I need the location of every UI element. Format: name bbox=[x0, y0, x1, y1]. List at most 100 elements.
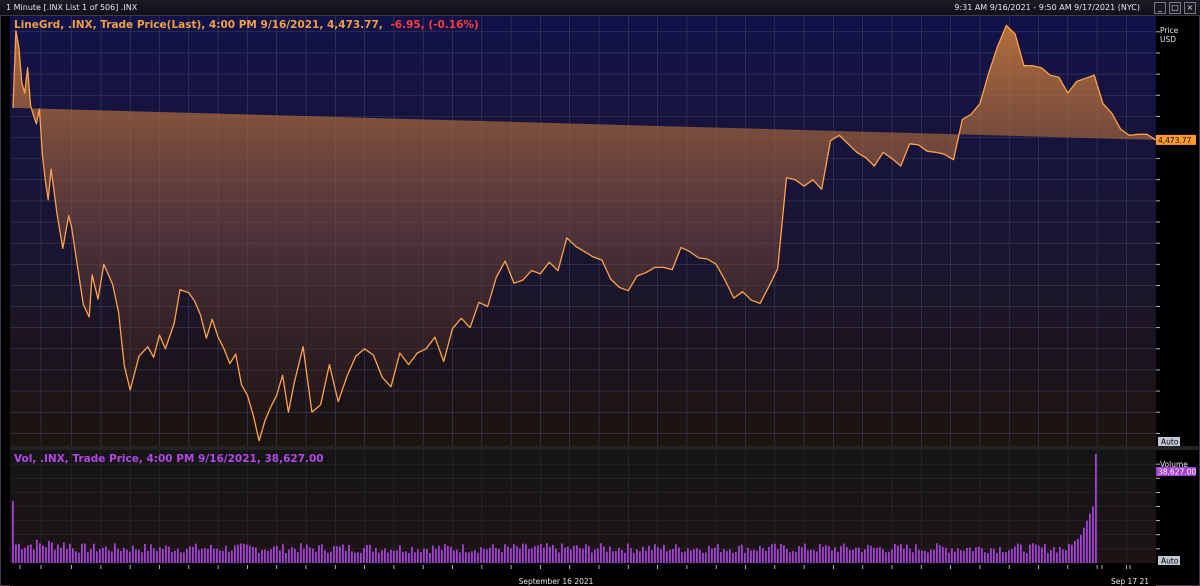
volume-bar bbox=[381, 550, 383, 563]
volume-bar bbox=[372, 551, 374, 563]
volume-bar bbox=[411, 546, 413, 563]
volume-bar bbox=[600, 543, 602, 563]
volume-bar bbox=[1032, 543, 1034, 563]
volume-bar bbox=[111, 551, 113, 563]
volume-bar bbox=[117, 548, 119, 563]
volume-bar bbox=[186, 549, 188, 563]
close-button[interactable]: × bbox=[1184, 2, 1196, 14]
volume-bar bbox=[258, 552, 260, 563]
volume-bar bbox=[615, 551, 617, 563]
restore-button[interactable]: □ bbox=[1169, 2, 1181, 14]
volume-bar bbox=[618, 547, 620, 563]
volume-bar bbox=[984, 552, 986, 563]
volume-axis-title: Volume bbox=[1160, 460, 1188, 469]
volume-bar bbox=[150, 544, 152, 563]
volume-bar bbox=[84, 543, 86, 563]
volume-bar bbox=[234, 545, 236, 563]
volume-bar bbox=[1005, 552, 1007, 563]
volume-bar bbox=[633, 552, 635, 563]
volume-bar bbox=[426, 549, 428, 563]
volume-bar bbox=[504, 544, 506, 563]
last-price-label: 4,473.77 bbox=[1158, 136, 1192, 145]
volume-bar bbox=[894, 544, 896, 563]
volume-bar bbox=[969, 547, 971, 563]
volume-bar bbox=[735, 551, 737, 563]
volume-bar bbox=[45, 547, 47, 563]
volume-auto-button[interactable] bbox=[1158, 556, 1180, 565]
volume-bar bbox=[336, 546, 338, 563]
volume-bar bbox=[324, 550, 326, 563]
volume-bar bbox=[855, 547, 857, 563]
volume-bar bbox=[1071, 544, 1073, 563]
volume-bar bbox=[180, 552, 182, 563]
volume-bar bbox=[582, 548, 584, 563]
volume-bar bbox=[699, 549, 701, 563]
volume-bar bbox=[225, 545, 227, 563]
volume-bar bbox=[807, 550, 809, 563]
volume-bar bbox=[198, 549, 200, 563]
volume-bar bbox=[123, 547, 125, 563]
price-area-fill bbox=[13, 25, 1156, 441]
volume-bar bbox=[93, 543, 95, 563]
volume-bar bbox=[156, 550, 158, 563]
volume-bar bbox=[339, 546, 341, 563]
volume-bar bbox=[252, 546, 254, 563]
volume-bar bbox=[708, 545, 710, 563]
volume-bar bbox=[1089, 513, 1091, 563]
volume-bar bbox=[534, 546, 536, 563]
volume-bar bbox=[756, 550, 758, 563]
volume-bar bbox=[315, 551, 317, 563]
volume-bar bbox=[594, 549, 596, 563]
volume-bar bbox=[918, 549, 920, 563]
volume-bar bbox=[1062, 549, 1064, 563]
price-auto-button[interactable] bbox=[1158, 437, 1180, 446]
volume-bar bbox=[420, 552, 422, 563]
volume-bar bbox=[369, 544, 371, 563]
volume-bar bbox=[846, 547, 848, 563]
volume-bar bbox=[558, 552, 560, 563]
volume-bar bbox=[996, 553, 998, 563]
volume-bar bbox=[33, 549, 35, 563]
volume-bar bbox=[837, 551, 839, 563]
volume-bar bbox=[216, 548, 218, 563]
volume-bar bbox=[414, 552, 416, 563]
volume-bar bbox=[432, 545, 434, 563]
volume-bar bbox=[363, 547, 365, 563]
volume-bar bbox=[192, 546, 194, 563]
volume-bar bbox=[780, 543, 782, 563]
volume-auto-label: Auto bbox=[1161, 557, 1179, 566]
volume-bar bbox=[348, 544, 350, 563]
time-axis-ticks bbox=[19, 565, 1131, 569]
volume-bar bbox=[174, 550, 176, 563]
volume-bar bbox=[1053, 547, 1055, 563]
volume-bar bbox=[135, 549, 137, 563]
volume-bar bbox=[30, 544, 32, 563]
volume-bar bbox=[297, 552, 299, 563]
volume-bar bbox=[810, 549, 812, 563]
volume-bar bbox=[888, 551, 890, 563]
volume-bar bbox=[396, 550, 398, 563]
volume-bar bbox=[651, 550, 653, 563]
volume-bar bbox=[219, 550, 221, 563]
volume-bar bbox=[876, 547, 878, 563]
volume-bar bbox=[1014, 546, 1016, 563]
volume-bar bbox=[1056, 552, 1058, 563]
volume-bar bbox=[495, 547, 497, 563]
volume-bar bbox=[330, 551, 332, 563]
volume-bar bbox=[993, 548, 995, 563]
volume-bar bbox=[1074, 541, 1076, 563]
volume-bar bbox=[96, 551, 98, 563]
volume-bar bbox=[1041, 547, 1043, 563]
volume-bar bbox=[345, 550, 347, 563]
volume-bar bbox=[981, 548, 983, 563]
volume-bar bbox=[852, 549, 854, 563]
volume-bar bbox=[933, 549, 935, 563]
volume-bar bbox=[402, 551, 404, 563]
volume-bar bbox=[954, 551, 956, 563]
volume-bar bbox=[897, 545, 899, 563]
volume-bar bbox=[303, 548, 305, 563]
minimize-button[interactable]: _ bbox=[1154, 2, 1166, 14]
volume-bar bbox=[237, 544, 239, 563]
volume-bar bbox=[669, 549, 671, 563]
volume-bar bbox=[960, 550, 962, 563]
